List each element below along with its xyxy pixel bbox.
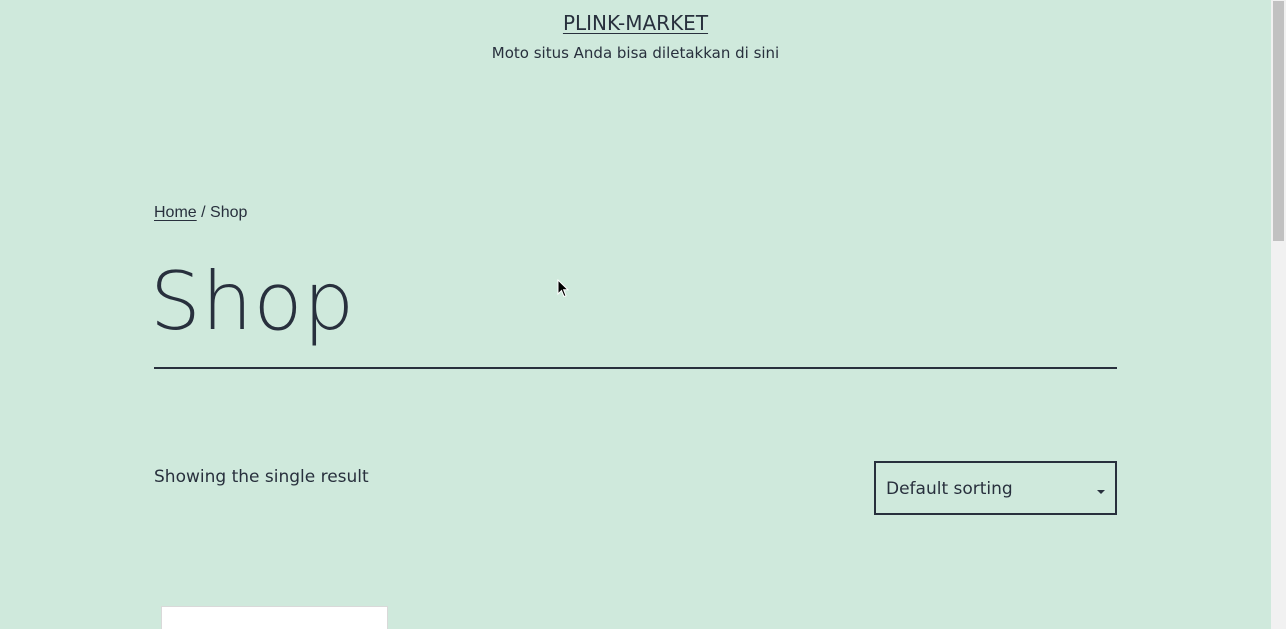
breadcrumb: Home / Shop bbox=[154, 203, 247, 223]
breadcrumb-current: Shop bbox=[210, 204, 248, 221]
sorting-select[interactable]: Default sorting bbox=[874, 461, 1117, 515]
chevron-down-icon bbox=[1097, 490, 1105, 494]
breadcrumb-separator: / bbox=[196, 204, 211, 221]
result-count: Showing the single result bbox=[154, 467, 369, 487]
site-description: Moto situs Anda bisa diletakkan di sini bbox=[491, 44, 780, 62]
product-card[interactable] bbox=[161, 606, 388, 629]
scrollbar-thumb[interactable] bbox=[1273, 1, 1284, 241]
page-title: Shop bbox=[150, 255, 356, 348]
breadcrumb-home-link[interactable]: Home bbox=[154, 204, 197, 221]
title-divider bbox=[154, 367, 1117, 369]
site-title-link[interactable]: PLINK-MARKET bbox=[562, 11, 709, 35]
vertical-scrollbar[interactable] bbox=[1271, 0, 1286, 629]
sorting-selected-label: Default sorting bbox=[886, 479, 1013, 499]
site-title: PLINK-MARKET bbox=[0, 10, 1271, 36]
mouse-pointer-icon bbox=[557, 279, 569, 298]
